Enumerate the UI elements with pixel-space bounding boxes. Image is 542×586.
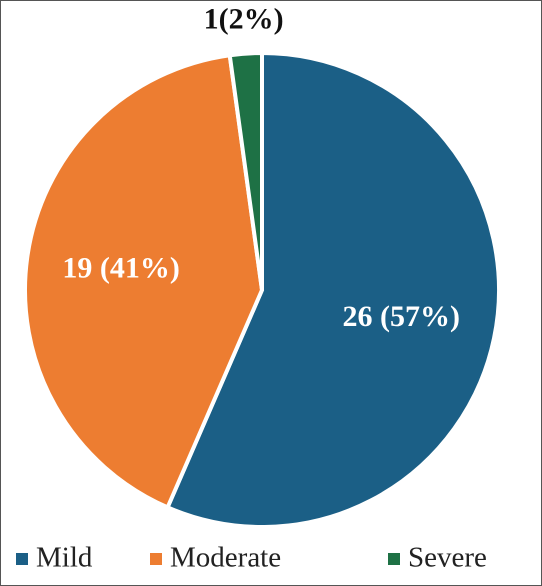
legend-swatch [388, 553, 400, 565]
pie-slice [164, 50, 501, 529]
legend-label: Severe [408, 542, 487, 574]
pie-slice [227, 50, 264, 291]
slice-label: 19 (41%) [62, 252, 179, 285]
slice-label: 1(2%) [204, 3, 284, 36]
legend-label: Moderate [170, 542, 281, 574]
pie-slice [23, 52, 265, 511]
slice-label: 26 (57%) [342, 300, 459, 333]
legend-swatch [150, 553, 162, 565]
legend-swatch [16, 553, 28, 565]
legend-label: Mild [36, 542, 93, 574]
